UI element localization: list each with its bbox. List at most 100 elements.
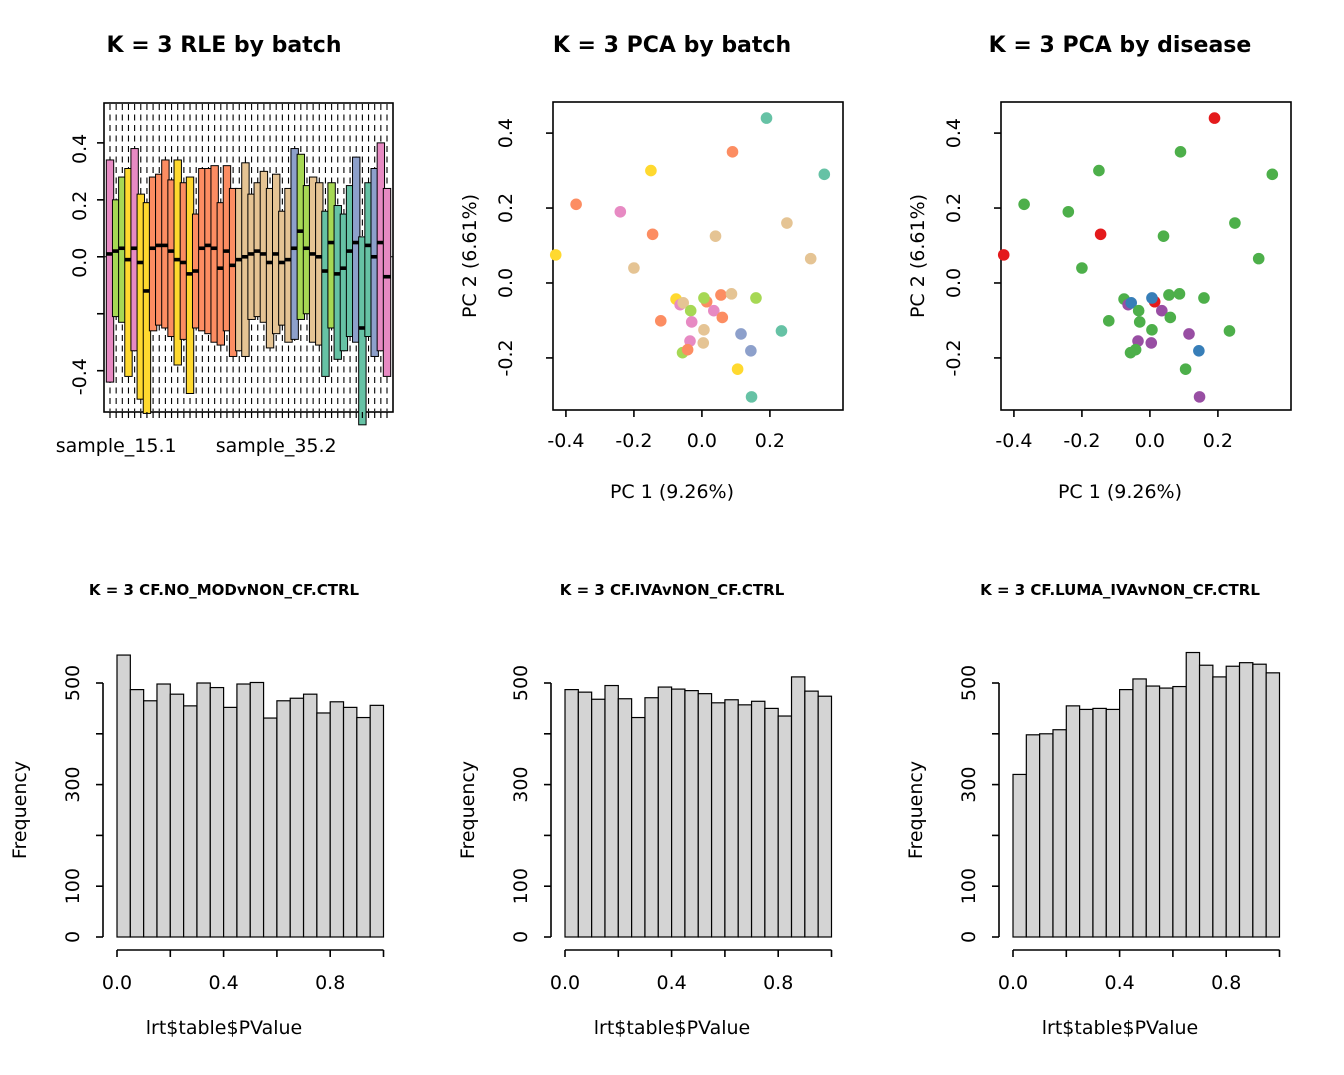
- y-axis-label: Frequency: [457, 760, 479, 860]
- x-tick-label: 0.4: [208, 972, 238, 994]
- y-tick-label: 500: [62, 665, 84, 701]
- y-tick-label: -0.2: [495, 339, 517, 376]
- x-axis-label: lrt$table$PValue: [1041, 1017, 1199, 1039]
- rle-median: [186, 272, 194, 276]
- y-tick-label: -0.2: [943, 339, 965, 376]
- hist-bar: [1198, 664, 1214, 938]
- rle-median: [217, 266, 225, 270]
- rle-median: [247, 252, 256, 256]
- pca-point: [1157, 230, 1170, 242]
- x-tick-label: 0.8: [1211, 972, 1241, 994]
- rle-median: [223, 249, 231, 253]
- y-tick-label: 300: [510, 766, 532, 802]
- pca-point: [1125, 297, 1138, 309]
- rle-median: [315, 254, 323, 259]
- hist-bar: [1145, 685, 1161, 938]
- pca-point: [698, 292, 710, 304]
- rle-median: [364, 243, 373, 248]
- hist-bar: [577, 691, 593, 938]
- hist-bar: [710, 702, 726, 938]
- y-tick-label: 500: [958, 665, 980, 701]
- y-tick-label: -0.4: [69, 358, 91, 395]
- x-axis-label: PC 1 (9.26%): [609, 481, 735, 503]
- x-tick-label: 0.0: [550, 972, 580, 994]
- hist-bar: [1052, 729, 1067, 938]
- x-tick-label: 0.8: [763, 972, 793, 994]
- hist-bar: [1079, 708, 1094, 938]
- rle-median: [290, 246, 299, 251]
- pca-point: [1223, 325, 1236, 337]
- rle-median: [155, 243, 163, 248]
- pca-point: [750, 292, 762, 304]
- hist-bar: [1039, 733, 1054, 938]
- plot-title: K = 3 CF.LUMA_IVAvNON_CF.CTRL: [980, 581, 1260, 599]
- pca-point: [716, 311, 729, 324]
- rle-median: [124, 257, 133, 262]
- y-tick-label: 500: [510, 665, 532, 701]
- x-tick-label: -0.2: [615, 430, 652, 452]
- y-tick-label: 0.0: [69, 248, 91, 278]
- hist-luma-iva-svg: 0 100 300 500 0.0 0.4 0.8: [958, 651, 1281, 994]
- pca-point: [1179, 363, 1192, 375]
- pca-point: [698, 324, 710, 336]
- hist-bar: [1065, 705, 1081, 938]
- y-tick-label: 0.4: [943, 118, 965, 148]
- pca-point: [685, 316, 698, 328]
- panel-pca-by-disease: K = 3 PCA by disease -0.4 -0.2 0.0 0.2 -0.2 0…: [896, 0, 1344, 537]
- pca-point: [645, 164, 657, 177]
- rle-median: [241, 254, 250, 259]
- pca-batch-svg: -0.4 -0.2 0.0 0.2 -0.2 0.0 0.2 0.4: [495, 101, 844, 452]
- pca-point: [731, 363, 744, 375]
- plot-title: K = 3 PCA by disease: [988, 33, 1252, 58]
- hist-bar: [143, 700, 158, 938]
- y-tick-label: 0.2: [69, 191, 91, 221]
- rle-median: [210, 246, 219, 251]
- x-tick-label: 0.0: [102, 972, 132, 994]
- rle-median: [180, 260, 188, 265]
- pca-point: [1174, 146, 1187, 158]
- hist-bar: [684, 690, 699, 938]
- pca-point: [708, 304, 720, 317]
- hist-bar: [1238, 662, 1254, 938]
- hist-bar: [196, 682, 211, 938]
- pca-point: [775, 325, 788, 337]
- hist-bar: [1105, 708, 1121, 938]
- hist-bar: [276, 700, 291, 938]
- plot-title: K = 3 CF.IVAvNON_CF.CTRL: [559, 581, 785, 599]
- x-tick-label: -0.4: [547, 430, 584, 452]
- x-tick-label: 0.2: [755, 430, 785, 452]
- x-axis-label: lrt$table$PValue: [593, 1017, 751, 1039]
- hist-bar: [737, 704, 753, 938]
- y-tick-label: 0.0: [943, 268, 965, 298]
- panel-hist-iva: K = 3 CF.IVAvNON_CF.CTRL 0 100 300 500 0.0 0.…: [448, 537, 896, 1075]
- y-tick-label: 0: [958, 931, 980, 943]
- pca-point: [745, 391, 758, 403]
- rle-median: [137, 260, 145, 265]
- hist-bar: [657, 686, 673, 938]
- rle-median: [340, 266, 348, 270]
- pca-point: [818, 168, 831, 181]
- x-axis-label: lrt$table$PValue: [145, 1017, 303, 1039]
- pca-point: [628, 262, 640, 274]
- plot-title: K = 3 PCA by batch: [552, 33, 792, 58]
- hist-bar: [1158, 687, 1174, 938]
- pca-point: [1132, 304, 1145, 317]
- hist-bar: [342, 706, 358, 938]
- rle-median: [106, 252, 114, 256]
- pca-point: [1198, 292, 1210, 304]
- hist-bar: [671, 688, 686, 938]
- panel-hist-no-mod: K = 3 CF.NO_MODvNON_CF.CTRL 0 100 300 500 0.…: [0, 537, 448, 1075]
- pca-point: [804, 252, 817, 265]
- hist-bar: [604, 684, 619, 938]
- pca-point: [1145, 337, 1158, 349]
- plot-frame: [552, 101, 844, 411]
- hist-bar: [790, 676, 806, 938]
- hist-iva-svg: 0 100 300 500 0.0 0.4 0.8: [510, 665, 833, 994]
- panel-hist-luma-iva: K = 3 CF.LUMA_IVAvNON_CF.CTRL 0 100 300 500…: [896, 537, 1344, 1075]
- hist-bar: [644, 697, 659, 938]
- pca-point: [1193, 344, 1205, 357]
- hist-bar: [564, 689, 579, 938]
- pca-point: [1093, 164, 1105, 177]
- pca-point: [709, 230, 722, 242]
- rle-median: [161, 243, 170, 248]
